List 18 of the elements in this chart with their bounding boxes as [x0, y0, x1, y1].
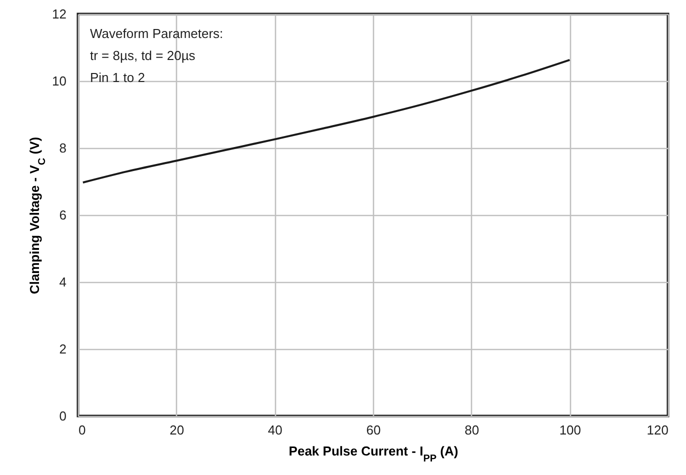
x-tick-label: 120 [646, 422, 668, 438]
x-tick-label: 20 [170, 422, 184, 438]
x-tick-label: 40 [268, 422, 282, 438]
x-tick-label: 80 [464, 422, 480, 438]
y-tick-label: 8 [59, 140, 66, 156]
x-tick-label: 0 [78, 422, 86, 438]
x-axis-title: Peak Pulse Current - I$_{PP}$ (A) [288, 444, 458, 464]
x-tick-label: 100 [559, 422, 582, 438]
y-tick-label: 10 [52, 74, 66, 88]
y-tick-label: 2 [59, 342, 66, 356]
annotation: Pin 1 to 2 [90, 70, 145, 85]
annotation: Waveform Parameters: [90, 26, 224, 41]
x-tick-label: 60 [366, 422, 381, 438]
annotation: tr = 8µs, td = 20µs [90, 48, 196, 63]
y-tick-label: 0 [59, 408, 66, 424]
y-tick-label: 4 [59, 274, 66, 290]
y-tick-label: 12 [52, 6, 66, 22]
y-tick-label: 6 [59, 208, 66, 222]
